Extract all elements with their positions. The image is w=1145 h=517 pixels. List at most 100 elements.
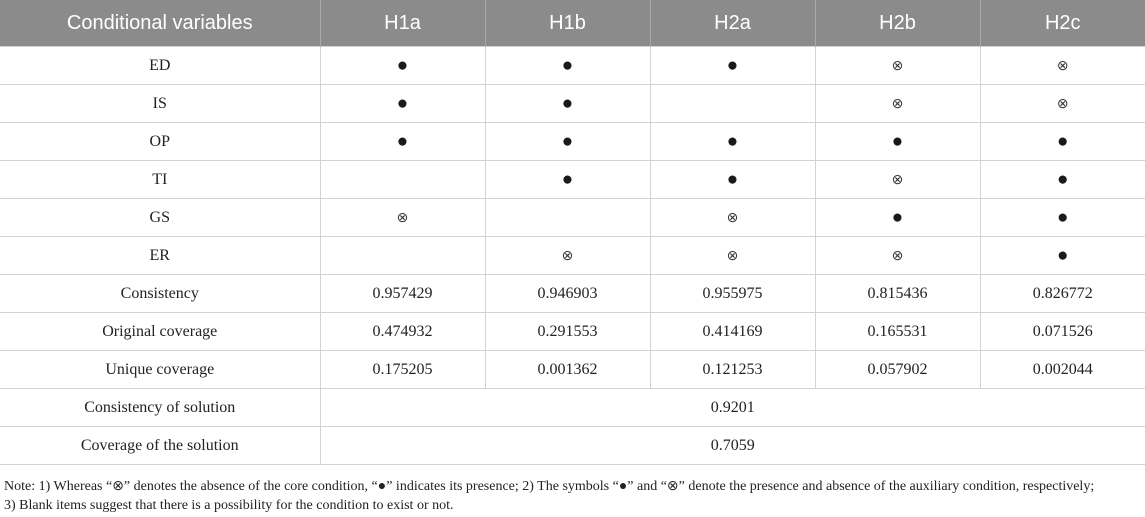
metric-value: 0.175205 (319, 350, 485, 389)
metric-value-value: 0.002044 (1032, 360, 1093, 378)
presence-dot-icon: ● (484, 84, 650, 123)
presence-dot-icon-value: ● (891, 130, 904, 152)
row-label-value: GS (149, 208, 170, 226)
metric-value-value: 0.474932 (372, 322, 433, 340)
header-h2b: H2b (814, 0, 980, 47)
metric-value-value: 0.946903 (537, 284, 598, 302)
presence-dot-icon: ● (319, 84, 485, 123)
presence-dot-icon: ● (979, 160, 1145, 199)
header-row: Conditional variables H1a H1b H2a H2b H2… (0, 0, 1145, 47)
metric-value-value: 0.121253 (702, 360, 763, 378)
absence-circle-icon-value: ⊗ (891, 172, 904, 188)
absence-circle-icon-value: ⊗ (1056, 58, 1069, 74)
solution-value-value: 0.7059 (710, 436, 755, 454)
metric-value-value: 0.071526 (1032, 322, 1093, 340)
row-label: OP (0, 122, 320, 161)
empty-cell (319, 236, 485, 275)
metric-value-value: 0.175205 (372, 360, 433, 378)
table-body: ED ● ● ● ⊗ ⊗ IS ● ● ⊗ ⊗ OP ● ● ● ● ● TI ● ● ⊗ ● GS ⊗ ⊗ ● ● ER ⊗ ⊗ ⊗ ● Co… (0, 46, 1145, 465)
presence-dot-icon-value: ● (726, 130, 739, 152)
presence-dot-icon-value: ● (561, 54, 574, 76)
metric-value: 0.002044 (979, 350, 1145, 389)
metric-value: 0.071526 (979, 312, 1145, 351)
configuration-table: Conditional variables H1a H1b H2a H2b H2… (0, 0, 1145, 465)
metric-value: 0.955975 (649, 274, 815, 313)
header-conditional-variables: Conditional variables (0, 0, 320, 47)
solution-value: 0.7059 (319, 426, 1145, 465)
absence-circle-icon-value: ⊗ (726, 248, 739, 264)
table-row-is: IS ● ● ⊗ ⊗ (0, 84, 1145, 123)
table-row-solution: Coverage of the solution 0.7059 (0, 426, 1145, 465)
metric-value: 0.946903 (484, 274, 650, 313)
metric-value: 0.826772 (979, 274, 1145, 313)
absence-circle-icon: ⊗ (814, 160, 980, 199)
presence-dot-icon: ● (814, 198, 980, 237)
presence-dot-icon: ● (484, 160, 650, 199)
row-label: Original coverage (0, 312, 320, 351)
row-label: ER (0, 236, 320, 275)
presence-dot-icon: ● (484, 122, 650, 161)
presence-dot-icon-value: ● (561, 168, 574, 190)
row-label-value: ER (149, 246, 170, 264)
header-h1a: H1a (319, 0, 485, 47)
metric-value: 0.001362 (484, 350, 650, 389)
presence-dot-icon: ● (484, 46, 650, 85)
absence-circle-icon: ⊗ (319, 198, 485, 237)
row-label: GS (0, 198, 320, 237)
row-label: Consistency of solution (0, 388, 320, 427)
absence-circle-icon: ⊗ (814, 84, 980, 123)
presence-dot-icon-value: ● (1057, 130, 1069, 152)
empty-cell (319, 160, 485, 199)
presence-dot-icon-value: ● (561, 92, 574, 114)
table-row-solution: Consistency of solution 0.9201 (0, 388, 1145, 427)
row-label: ED (0, 46, 320, 85)
header-h1b: H1b (484, 0, 650, 47)
presence-dot-icon: ● (979, 122, 1145, 161)
row-label-value: Original coverage (102, 322, 218, 340)
absence-circle-icon-value: ⊗ (561, 248, 574, 264)
metric-value-value: 0.414169 (702, 322, 763, 340)
metric-value-value: 0.957429 (372, 284, 433, 302)
presence-dot-icon-value: ● (726, 54, 739, 76)
row-label-value: Unique coverage (105, 360, 215, 378)
table-note: Note: 1) Whereas “⊗” denotes the absence… (4, 477, 1142, 515)
table-row-metric: Unique coverage 0.175205 0.001362 0.121253 0… (0, 350, 1145, 389)
presence-dot-icon-value: ● (1057, 206, 1069, 228)
presence-dot-icon: ● (649, 122, 815, 161)
presence-dot-icon-value: ● (891, 206, 904, 228)
metric-value: 0.957429 (319, 274, 485, 313)
row-label: IS (0, 84, 320, 123)
solution-value: 0.9201 (319, 388, 1145, 427)
note-line-1: Note: 1) Whereas “⊗” denotes the absence… (4, 479, 1095, 494)
presence-dot-icon: ● (649, 160, 815, 199)
absence-circle-icon-value: ⊗ (891, 58, 904, 74)
absence-circle-icon: ⊗ (814, 46, 980, 85)
presence-dot-icon: ● (979, 236, 1145, 275)
row-label: TI (0, 160, 320, 199)
empty-cell (484, 198, 650, 237)
absence-circle-icon-value: ⊗ (396, 210, 409, 226)
metric-value-value: 0.826772 (1032, 284, 1093, 302)
table-row-er: ER ⊗ ⊗ ⊗ ● (0, 236, 1145, 275)
presence-dot-icon-value: ● (396, 92, 409, 114)
absence-circle-icon-value: ⊗ (726, 210, 739, 226)
table-row-ed: ED ● ● ● ⊗ ⊗ (0, 46, 1145, 85)
presence-dot-icon: ● (814, 122, 980, 161)
metric-value: 0.815436 (814, 274, 980, 313)
absence-circle-icon: ⊗ (814, 236, 980, 275)
metric-value-value: 0.001362 (537, 360, 598, 378)
presence-dot-icon-value: ● (396, 54, 409, 76)
metric-value-value: 0.057902 (867, 360, 928, 378)
table-row-op: OP ● ● ● ● ● (0, 122, 1145, 161)
row-label-value: OP (149, 132, 170, 150)
presence-dot-icon-value: ● (1057, 244, 1069, 266)
table-row-gs: GS ⊗ ⊗ ● ● (0, 198, 1145, 237)
presence-dot-icon: ● (649, 46, 815, 85)
absence-circle-icon-value: ⊗ (891, 248, 904, 264)
header-h2a: H2a (649, 0, 815, 47)
row-label-value: IS (152, 94, 167, 112)
metric-value: 0.121253 (649, 350, 815, 389)
absence-circle-icon: ⊗ (979, 84, 1145, 123)
presence-dot-icon-value: ● (726, 168, 739, 190)
row-label: Coverage of the solution (0, 426, 320, 465)
